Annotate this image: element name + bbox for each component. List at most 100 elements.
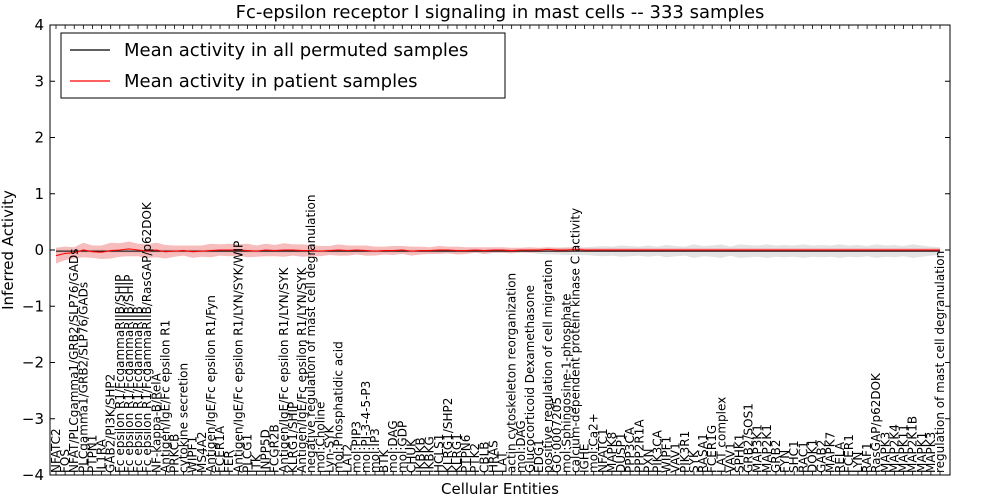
entity-label: mol:DAG — [514, 420, 528, 473]
entity-label: MAP2K4 — [887, 424, 901, 473]
entity-label: MAP3K1 — [751, 424, 765, 473]
entity-label: GO:0007205 — [550, 397, 564, 473]
y-tick-label: −2 — [22, 354, 44, 372]
entity-label: MAPK11 — [897, 424, 911, 473]
entity-label: MAPK3 — [924, 432, 938, 473]
entity-label: PLCgamma1/GRB2/SLP76/GADs — [76, 282, 90, 473]
entity-label: KLRG1/SHIP — [286, 402, 300, 473]
entity-label: HCLS1 — [432, 434, 446, 473]
entity-label: MAP2K1B — [906, 416, 920, 473]
x-axis-tick-labels: NFATC2FOSNFAT/PLCgamma1/GRB2/SLP76/GADsP… — [49, 25, 947, 475]
entity-label: Glucocorticoid Dexamethasone — [523, 285, 537, 473]
entity-label: RAC1 — [796, 441, 810, 473]
entity-label: PTPN6 — [459, 435, 473, 473]
entity-label: LAT complex — [714, 397, 728, 473]
entity-label: HRAS — [486, 440, 500, 473]
series-line-patient — [55, 248, 940, 257]
entity-label: LAT2 — [341, 444, 355, 473]
y-tick-label: −4 — [22, 466, 44, 484]
entity-label: RELA — [833, 441, 847, 473]
entity-label: GRB2/SOS1 — [742, 403, 756, 473]
y-axis-label: Inferred Activity — [0, 190, 17, 310]
entity-label: FCGR2B — [268, 424, 282, 473]
entity-label: SHC1 — [787, 440, 801, 473]
entity-label: mol:PI-3-4-5-P3 — [359, 381, 373, 473]
legend-label-permuted: Mean activity in all permuted samples — [124, 40, 468, 61]
entity-label: GRB2 — [769, 439, 783, 473]
legend: Mean activity in all permuted samples Me… — [60, 32, 506, 99]
entity-label: MAP2K1 — [760, 424, 774, 473]
entity-label: mol:GDP — [395, 421, 409, 473]
entity-label: PTPN1 — [85, 435, 99, 473]
entity-label: FCER1A — [213, 425, 227, 473]
entity-label: Antigen/IgE/Fc epsilon R1/LYN/SYK — [295, 266, 309, 473]
entity-label: mol:PIP3 — [350, 421, 364, 473]
entity-label: CBLB — [477, 441, 491, 473]
entity-label: SYK — [687, 449, 701, 473]
entity-label: positive regulation of cell migration — [541, 260, 555, 473]
entity-label: MAPK1 — [915, 432, 929, 473]
entity-label: LAT — [496, 451, 510, 473]
entity-label: FCER1 — [842, 434, 856, 473]
entity-label: KLRG1 — [450, 433, 464, 473]
y-tick-label: −1 — [22, 297, 44, 315]
entity-label: mol:Ca2+ — [587, 413, 601, 473]
entity-label: IKBKB — [414, 437, 428, 473]
entity-label: GAB2 — [815, 440, 829, 473]
entity-label: DOK1 — [805, 439, 819, 473]
entity-label: PPP2R1A — [632, 419, 646, 473]
entity-label: MAPK7 — [824, 432, 838, 473]
entity-label: regulation of mast cell degranulation — [933, 251, 947, 473]
entity-label: PPP3CA — [623, 426, 637, 473]
entity-label: VAV1 — [723, 442, 737, 473]
plot-area — [55, 241, 940, 264]
entity-label: MAPK3 — [878, 432, 892, 473]
entity-label: ITK — [249, 453, 263, 473]
entity-label: WIPF1 — [660, 436, 674, 473]
entity-label: mol:IP3 — [368, 428, 382, 473]
entity-label: GAB2/PI3K/SHP2 — [104, 374, 118, 473]
entity-label: IL1RA — [95, 438, 109, 473]
entity-label: INPP5D — [259, 429, 273, 473]
entity-label: MAPK8 — [605, 432, 619, 473]
entity-label: BTK — [377, 448, 391, 473]
entity-label: Antigen/IgE/Fc epsilon R1/LYN/SYK — [277, 266, 291, 473]
entity-label: Fc epsilon R1/FcgammaRIIB/SHIP — [113, 275, 127, 473]
entity-label: FER — [222, 450, 236, 473]
entity-label: NFATC1 — [596, 428, 610, 473]
entity-label: Fc epsilon R1/FcgammaRIIB/SHIP — [122, 275, 136, 473]
y-tick-label: 1 — [34, 185, 44, 203]
entity-label: cytokine secretion — [177, 363, 191, 473]
entity-label: mol:DAG — [386, 420, 400, 473]
y-tick-label: −3 — [22, 410, 44, 428]
entity-label: calcium-dependent protein kinase C activ… — [568, 208, 582, 473]
entity-label: PLCG1 — [240, 434, 254, 473]
entity-label: PRKCB — [167, 434, 181, 473]
entity-label: VAV1 — [669, 442, 683, 473]
entity-label: SPHK1 — [733, 434, 747, 473]
entity-label: PXN — [641, 449, 655, 473]
entity-label: negative regulation of mast cell degranu… — [304, 194, 318, 473]
entity-label: EDG1 — [532, 439, 546, 473]
entity-label: CHUK — [404, 438, 418, 473]
legend-box — [60, 32, 506, 99]
chart-title: Fc-epsilon receptor I signaling in mast … — [236, 2, 765, 23]
entity-label: Fc epsilon R1/FcgammaRIIB — [131, 306, 145, 473]
entity-label: Fc epsilon R1/FcgammaRIIB/RasGAP/p62DOK — [140, 201, 154, 473]
entity-label: LYN — [851, 452, 865, 473]
entity-label: RAF1 — [860, 442, 874, 473]
y-tick-label: 0 — [34, 241, 44, 259]
legend-label-patient: Mean activity in patient samples — [124, 71, 418, 92]
entity-label: Lyn-SYK — [322, 424, 336, 473]
entity-label: FOS — [58, 449, 72, 473]
x-axis-label: Cellular Entities — [441, 480, 559, 498]
entity-label: WIPF1 — [186, 436, 200, 473]
band-patient — [56, 241, 940, 264]
entity-label: NFATC2 — [49, 428, 63, 473]
entity-label: PIK3R1 — [678, 431, 692, 473]
entity-label: NF-kappa-B/RelA — [149, 372, 163, 473]
entity-label: RasGAP/p62DOK — [869, 372, 883, 473]
y-tick-label: 2 — [34, 129, 44, 147]
entity-label: NFAT/PLCgamma1/GRB2/SLP76/GADs — [67, 248, 81, 473]
